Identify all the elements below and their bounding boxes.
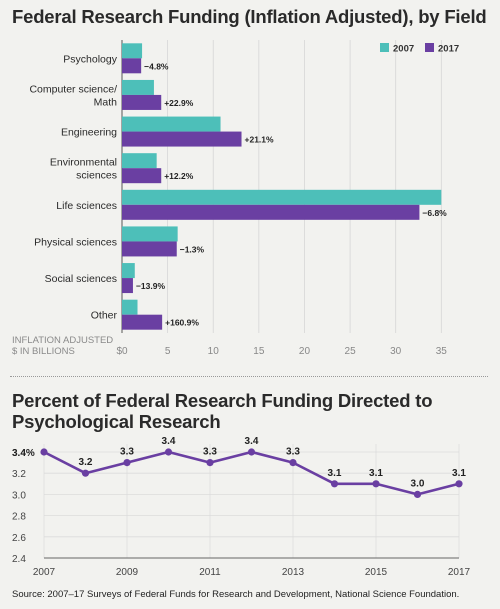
category-label: Life sciences <box>56 200 117 212</box>
change-annotation: +21.1% <box>245 135 275 145</box>
category-label: Social sciences <box>45 273 117 285</box>
legend-label-2007: 2007 <box>393 44 414 55</box>
x-tick-label: $0 <box>116 346 128 357</box>
y-tick-label: 2.4 <box>12 554 26 565</box>
line-chart-title: Percent of Federal Research Funding Dire… <box>12 390 433 432</box>
data-point <box>123 459 131 467</box>
bar-2017 <box>122 314 163 330</box>
change-annotation: +12.2% <box>164 171 194 181</box>
bar-2007 <box>122 79 154 95</box>
data-point <box>455 480 463 488</box>
data-point <box>81 469 90 477</box>
x-tick-label: 15 <box>253 346 265 357</box>
y-tick-label: 2.6 <box>12 533 26 544</box>
data-point <box>206 459 214 467</box>
bar-2017 <box>122 131 242 147</box>
bar-2007 <box>122 189 442 205</box>
bar-2017 <box>122 58 142 74</box>
legend-label-2017: 2017 <box>438 44 459 55</box>
category-label: Environmental <box>50 157 117 169</box>
bar-2007 <box>122 153 157 169</box>
category-label: Engineering <box>61 127 117 139</box>
category-label: Computer science/ <box>29 83 117 95</box>
x-tick-label: 20 <box>299 346 311 357</box>
x-tick-label: 5 <box>165 346 171 357</box>
change-annotation: −1.3% <box>180 244 205 254</box>
bar-2017 <box>122 204 420 220</box>
x-tick-label: 2015 <box>365 567 388 578</box>
category-label: Psychology <box>63 53 117 65</box>
x-tick-label: 2017 <box>448 567 471 578</box>
data-label: 3.3 <box>286 447 300 458</box>
legend-swatch-2007 <box>380 43 389 52</box>
x-tick-label: 2007 <box>33 567 56 578</box>
data-label: 3.4 <box>245 436 259 447</box>
data-label: 3.3 <box>120 447 134 458</box>
y-tick-label: 3.4 <box>12 448 26 459</box>
category-label: Math <box>94 96 118 108</box>
data-label: 3.4 <box>162 436 176 447</box>
change-annotation: +160.9% <box>165 318 199 328</box>
category-label: Other <box>91 310 118 322</box>
x-axis-label: $ IN BILLIONS <box>12 346 75 357</box>
x-tick-label: 30 <box>390 346 402 357</box>
y-tick-label: 3.2 <box>12 469 26 480</box>
bar-chart-title: Federal Research Funding (Inflation Adju… <box>12 6 487 27</box>
data-label: 3.4% <box>12 448 35 459</box>
data-label: 3.3 <box>203 447 217 458</box>
data-label: 3.0 <box>411 478 425 489</box>
x-tick-label: 2011 <box>199 567 221 578</box>
x-tick-label: 2009 <box>116 567 139 578</box>
bar-2007 <box>122 226 178 242</box>
x-tick-label: 2013 <box>282 567 305 578</box>
data-point <box>40 448 48 456</box>
bar-2007 <box>122 263 135 279</box>
legend-swatch-2017 <box>425 43 434 52</box>
change-annotation: −6.8% <box>422 208 447 218</box>
change-annotation: −4.8% <box>144 61 169 71</box>
bar-2017 <box>122 278 133 294</box>
x-tick-label: 35 <box>436 346 448 357</box>
data-point <box>330 480 339 488</box>
bar-2017 <box>122 94 162 110</box>
category-label: Physical sciences <box>34 236 117 248</box>
category-label: sciences <box>76 170 117 182</box>
bar-2017 <box>122 241 177 257</box>
x-axis-label: INFLATION ADJUSTED <box>12 335 113 346</box>
data-point <box>164 448 173 456</box>
change-annotation: +22.9% <box>164 98 194 108</box>
series-line <box>43 450 460 496</box>
data-point <box>413 490 422 498</box>
data-point <box>372 480 380 488</box>
data-point <box>247 448 256 456</box>
source-note: Source: 2007–17 Surveys of Federal Funds… <box>12 589 460 600</box>
change-annotation: −13.9% <box>136 281 166 291</box>
y-tick-label: 3.0 <box>12 490 26 501</box>
data-label: 3.2 <box>79 457 93 468</box>
data-label: 3.1 <box>328 468 342 479</box>
x-tick-label: 25 <box>345 346 357 357</box>
bar-2007 <box>122 299 138 315</box>
bar-chart: $0 5 10 15 20 25 30 35 INFLATION ADJUSTED$ IN BI… <box>12 40 459 357</box>
bar-2007 <box>122 43 143 59</box>
bar-2017 <box>122 168 162 184</box>
data-label: 3.1 <box>452 468 466 479</box>
x-tick-label: 10 <box>208 346 220 357</box>
section-divider <box>10 376 488 377</box>
data-point <box>289 459 297 467</box>
data-label: 3.1 <box>369 468 383 479</box>
bar-2007 <box>122 116 221 132</box>
y-tick-label: 2.8 <box>12 512 26 523</box>
